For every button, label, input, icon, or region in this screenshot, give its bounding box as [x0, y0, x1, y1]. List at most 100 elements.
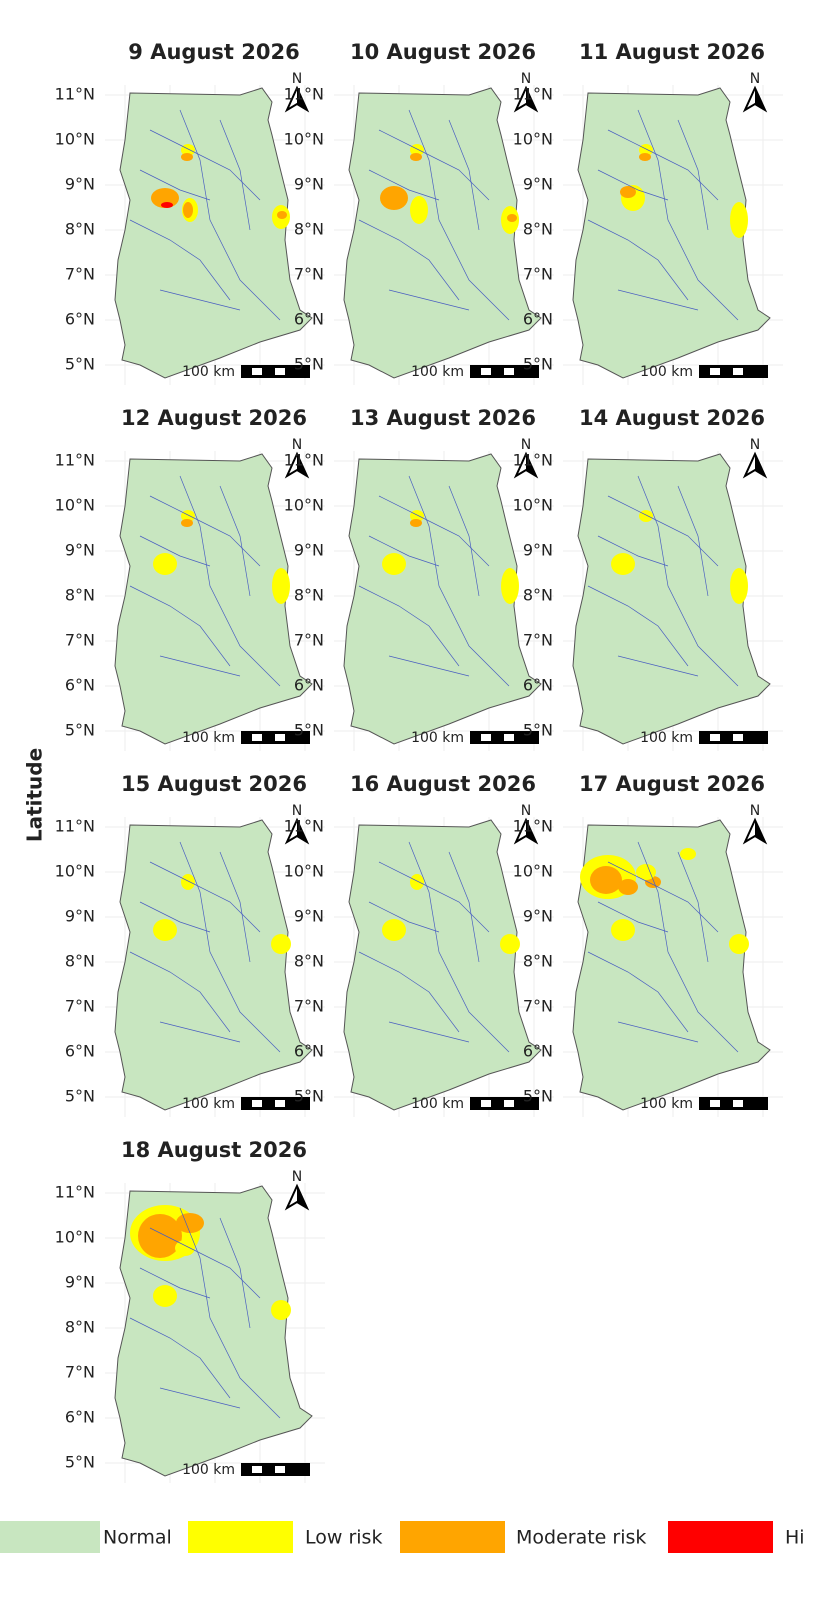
lat-label: 6°N	[65, 1408, 95, 1427]
lat-label: 10°N	[513, 130, 553, 149]
river	[368, 169, 440, 201]
country-shape	[572, 87, 771, 379]
lat-label: 7°N	[65, 631, 95, 650]
lat-label: 7°N	[294, 265, 324, 284]
risk-zone	[153, 553, 177, 575]
river	[159, 1021, 241, 1043]
risk-zone	[410, 874, 424, 890]
river	[149, 1227, 261, 1299]
lat-label: 8°N	[523, 586, 553, 605]
river	[448, 485, 480, 597]
lat-label: 11°N	[284, 451, 324, 470]
country-shape	[114, 453, 313, 745]
lat-label: 10°N	[284, 862, 324, 881]
scale-bar-gap	[733, 1100, 743, 1107]
legend-label: Moderate risk	[516, 1527, 646, 1549]
lat-label: 7°N	[65, 997, 95, 1016]
lat-label: 8°N	[65, 952, 95, 971]
lat-label: 11°N	[284, 85, 324, 104]
river	[149, 861, 261, 933]
river	[129, 1317, 231, 1399]
river	[179, 841, 281, 1053]
scale-bar-gap	[275, 734, 285, 741]
country-shape	[343, 453, 542, 745]
river	[607, 129, 719, 201]
lat-label: 7°N	[65, 1363, 95, 1382]
risk-zone	[611, 919, 635, 941]
lat-label: 7°N	[65, 265, 95, 284]
north-label: N	[292, 71, 302, 87]
river	[677, 485, 709, 597]
river	[677, 119, 709, 231]
risk-zone	[272, 568, 290, 604]
risk-zone	[181, 519, 193, 527]
risk-zone	[181, 153, 193, 161]
lat-label: 6°N	[523, 310, 553, 329]
risk-zone	[501, 568, 519, 604]
scale-bar-gap	[252, 1100, 262, 1107]
risk-zone	[153, 1285, 177, 1307]
scale-bar-gap	[481, 734, 491, 741]
river	[159, 289, 241, 311]
scale-bar-gap	[504, 368, 514, 375]
risk-zone	[138, 1214, 182, 1258]
river	[358, 219, 460, 301]
risk-zone	[183, 202, 193, 218]
lat-label: 8°N	[65, 1318, 95, 1337]
lat-label: 5°N	[294, 355, 324, 374]
river	[139, 1267, 211, 1299]
legend-label: Hi	[785, 1527, 805, 1549]
risk-zone	[730, 568, 748, 604]
risk-zone	[507, 214, 517, 222]
lat-label: 9°N	[523, 541, 553, 560]
risk-zone	[382, 919, 406, 941]
risk-zone	[161, 202, 173, 208]
north-arrow-fill	[526, 454, 536, 476]
y-axis-label: Latitude	[23, 748, 47, 842]
lat-label: 8°N	[523, 220, 553, 239]
river	[388, 655, 470, 677]
scale-bar-gap	[252, 1466, 262, 1473]
north-label: N	[292, 803, 302, 819]
scale-bar-gap	[275, 1100, 285, 1107]
risk-zone	[175, 1240, 195, 1256]
lat-label: 9°N	[65, 1273, 95, 1292]
scale-label: 100 km	[182, 730, 235, 746]
lat-label: 8°N	[65, 220, 95, 239]
river	[408, 109, 510, 321]
river	[587, 585, 689, 667]
river	[219, 851, 251, 963]
panel-title: 10 August 2026	[350, 40, 536, 64]
scale-bar-gap	[252, 734, 262, 741]
country-shape	[343, 87, 542, 379]
scale-label: 100 km	[640, 1096, 693, 1112]
north-arrow-fill	[526, 820, 536, 842]
river	[617, 289, 699, 311]
river	[358, 585, 460, 667]
river	[597, 901, 669, 933]
risk-zone	[611, 553, 635, 575]
lat-label: 6°N	[65, 676, 95, 695]
lat-label: 10°N	[284, 496, 324, 515]
river	[617, 655, 699, 677]
scale-bar-gap	[275, 1466, 285, 1473]
lat-label: 10°N	[55, 1228, 95, 1247]
risk-zone	[271, 1300, 291, 1320]
lat-label: 7°N	[523, 265, 553, 284]
scale-bar-gap	[481, 368, 491, 375]
panel-title: 13 August 2026	[350, 406, 536, 430]
north-label: N	[521, 437, 531, 453]
river	[637, 841, 739, 1053]
north-arrow-fill	[526, 88, 536, 110]
lat-label: 5°N	[65, 1453, 95, 1472]
river	[139, 901, 211, 933]
lat-label: 11°N	[55, 1183, 95, 1202]
lat-label: 8°N	[65, 586, 95, 605]
risk-zone	[730, 202, 748, 238]
river	[219, 119, 251, 231]
risk-zone	[181, 874, 195, 890]
north-arrow-fill	[297, 454, 307, 476]
lat-label: 7°N	[523, 631, 553, 650]
lat-label: 9°N	[294, 541, 324, 560]
